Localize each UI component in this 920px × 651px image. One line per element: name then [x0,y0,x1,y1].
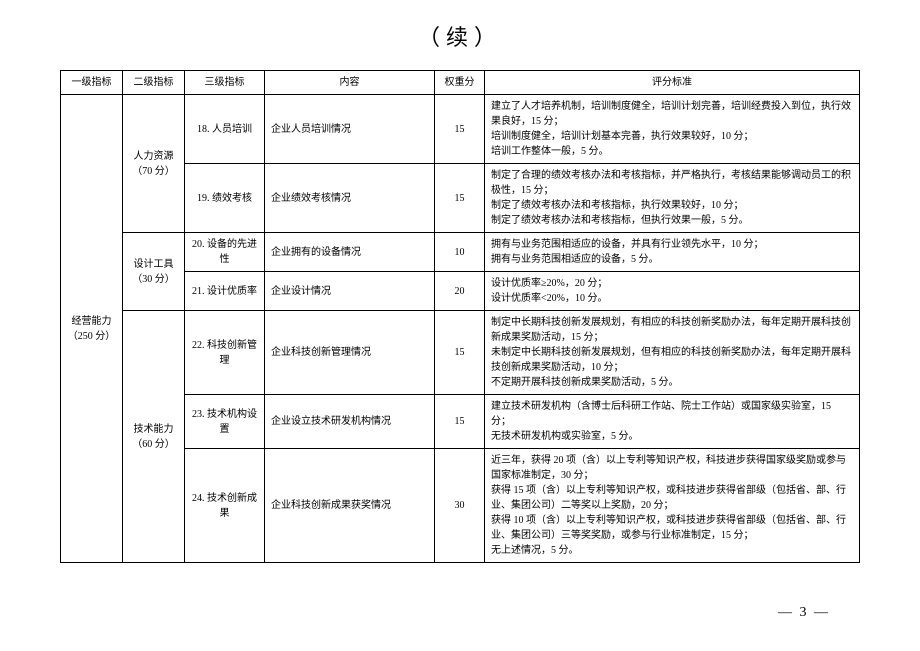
cell-l3: 23. 技术机构设置 [185,395,265,449]
header-content: 内容 [265,71,435,95]
cell-content: 企业绩效考核情况 [265,164,435,233]
cell-l3: 20. 设备的先进性 [185,233,265,272]
cell-content: 企业科技创新成果获奖情况 [265,449,435,563]
cell-content: 企业人员培训情况 [265,95,435,164]
cell-criteria: 近三年，获得 20 项（含）以上专利等知识产权，科技进步获得国家级奖励或参与国家… [485,449,860,563]
cell-l3: 24. 技术创新成果 [185,449,265,563]
cell-l3: 22. 科技创新管理 [185,311,265,395]
header-l3: 三级指标 [185,71,265,95]
cell-criteria: 制定中长期科技创新发展规划，有相应的科技创新奖励办法，每年定期开展科技创新成果奖… [485,311,860,395]
evaluation-table: 一级指标 二级指标 三级指标 内容 权重分 评分标准 经营能力（250 分） 人… [60,70,860,563]
cell-content: 企业设立技术研发机构情况 [265,395,435,449]
cell-weight: 15 [435,164,485,233]
header-l2: 二级指标 [123,71,185,95]
table-row: 技术能力（60 分） 22. 科技创新管理 企业科技创新管理情况 15 制定中长… [61,311,860,395]
cell-l1: 经营能力（250 分） [61,95,123,563]
cell-weight: 10 [435,233,485,272]
header-weight: 权重分 [435,71,485,95]
cell-l2-tech: 技术能力（60 分） [123,311,185,563]
header-l1: 一级指标 [61,71,123,95]
cell-weight: 20 [435,272,485,311]
cell-l3: 18. 人员培训 [185,95,265,164]
page-title: （续） [60,20,860,52]
table-row: 经营能力（250 分） 人力资源（70 分） 18. 人员培训 企业人员培训情况… [61,95,860,164]
cell-criteria: 建立技术研发机构（含博士后科研工作站、院士工作站）或国家级实验室，15 分；无技… [485,395,860,449]
table-row: 设计工具（30 分） 20. 设备的先进性 企业拥有的设备情况 10 拥有与业务… [61,233,860,272]
cell-l3: 21. 设计优质率 [185,272,265,311]
cell-criteria: 制定了合理的绩效考核办法和考核指标，并严格执行，考核结果能够调动员工的积极性，1… [485,164,860,233]
cell-weight: 15 [435,311,485,395]
cell-weight: 15 [435,395,485,449]
cell-weight: 30 [435,449,485,563]
cell-content: 企业拥有的设备情况 [265,233,435,272]
header-criteria: 评分标准 [485,71,860,95]
cell-criteria: 设计优质率≥20%，20 分；设计优质率<20%，10 分。 [485,272,860,311]
cell-content: 企业科技创新管理情况 [265,311,435,395]
cell-l2-hr: 人力资源（70 分） [123,95,185,233]
page-number: — 3 — [778,605,830,621]
cell-l3: 19. 绩效考核 [185,164,265,233]
cell-weight: 15 [435,95,485,164]
table-header-row: 一级指标 二级指标 三级指标 内容 权重分 评分标准 [61,71,860,95]
cell-content: 企业设计情况 [265,272,435,311]
cell-criteria: 建立了人才培养机制，培训制度健全，培训计划完善，培训经费投入到位，执行效果良好，… [485,95,860,164]
cell-l2-tool: 设计工具（30 分） [123,233,185,311]
cell-criteria: 拥有与业务范围相适应的设备，并具有行业领先水平，10 分；拥有与业务范围相适应的… [485,233,860,272]
